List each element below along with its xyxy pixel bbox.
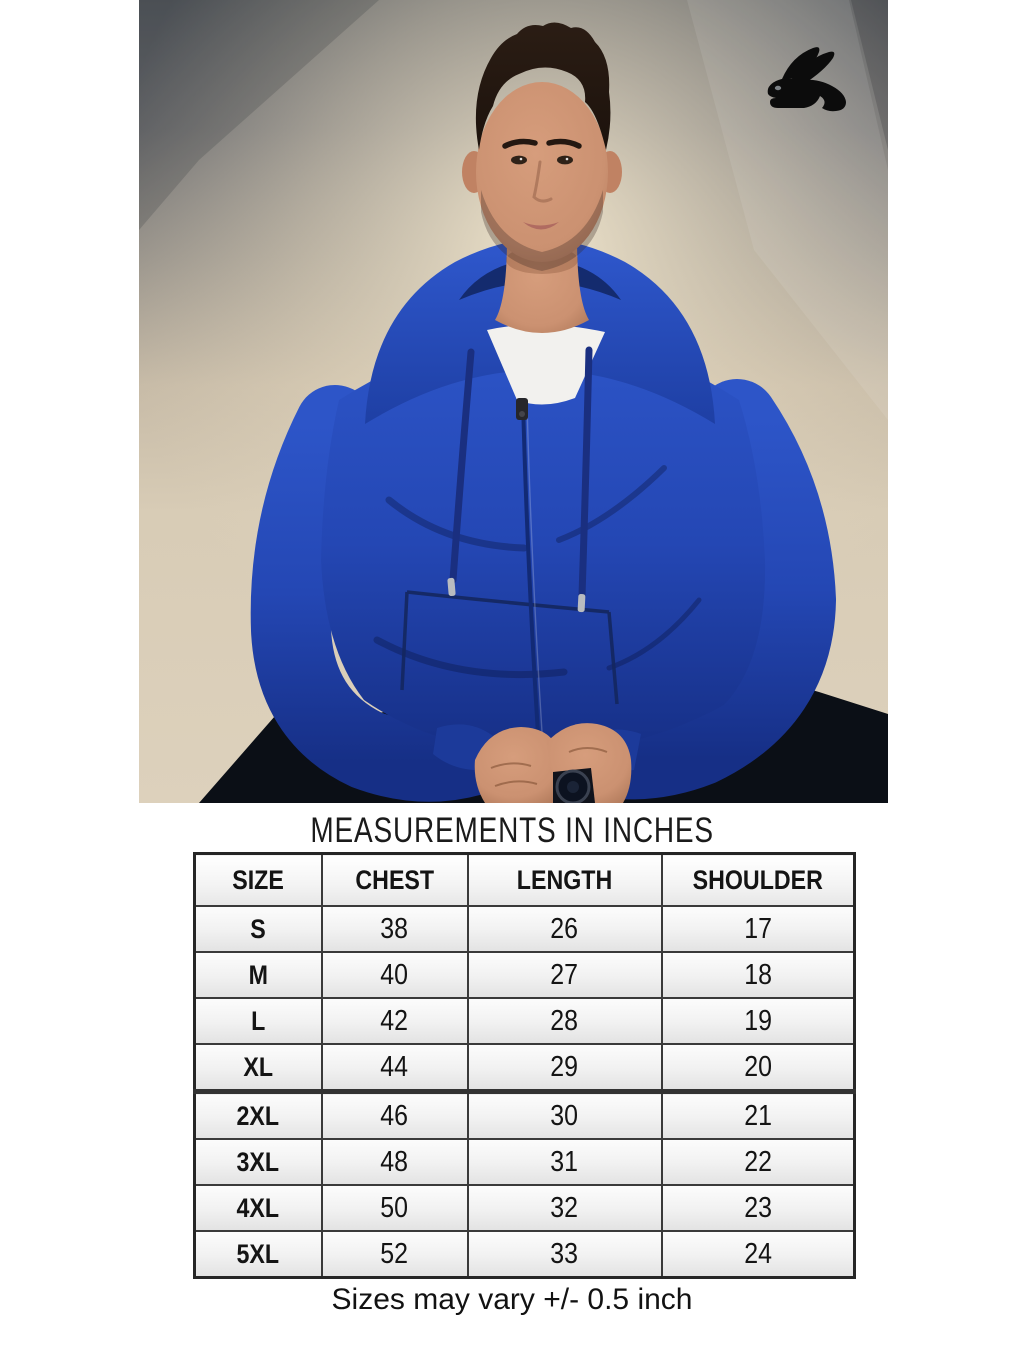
model-eyes bbox=[511, 155, 573, 165]
column-header-length: LENGTH bbox=[466, 852, 663, 907]
wristwatch bbox=[553, 768, 595, 803]
shoulder-cell: 22 bbox=[660, 1138, 856, 1186]
zipper-pull bbox=[516, 398, 528, 420]
chest-cell: 48 bbox=[320, 1138, 469, 1186]
column-header-chest: CHEST bbox=[320, 852, 469, 907]
size-cell: XL bbox=[193, 1043, 323, 1093]
drawstring-left bbox=[449, 348, 475, 584]
size-cell: 3XL bbox=[193, 1138, 323, 1186]
size-cell: 4XL bbox=[193, 1184, 323, 1232]
table-row: M 40 27 18 bbox=[193, 951, 856, 999]
shoulder-cell: 17 bbox=[660, 905, 856, 953]
model-figure bbox=[462, 22, 622, 333]
length-cell: 27 bbox=[466, 951, 663, 999]
table-row: XL 44 29 20 bbox=[193, 1043, 856, 1093]
size-chart-title: MEASUREMENTS IN INCHES bbox=[0, 811, 1024, 851]
shoulder-cell: 18 bbox=[660, 951, 856, 999]
table-row: 4XL 50 32 23 bbox=[193, 1184, 856, 1232]
zipper bbox=[516, 398, 544, 751]
hands bbox=[474, 723, 632, 803]
shoulder-cell: 20 bbox=[660, 1043, 856, 1093]
size-cell: M bbox=[193, 951, 323, 999]
length-cell: 33 bbox=[466, 1230, 663, 1279]
shoulder-cell: 21 bbox=[660, 1089, 856, 1140]
length-cell: 31 bbox=[466, 1138, 663, 1186]
table-header-row: SIZE CHEST LENGTH SHOULDER bbox=[193, 852, 856, 907]
model-neck bbox=[495, 238, 589, 333]
chest-cell: 42 bbox=[320, 997, 469, 1045]
length-cell: 29 bbox=[466, 1043, 663, 1093]
drawstring-right bbox=[578, 346, 593, 600]
shoulder-cell: 23 bbox=[660, 1184, 856, 1232]
table-row: 5XL 52 33 24 bbox=[193, 1230, 856, 1279]
chest-cell: 52 bbox=[320, 1230, 469, 1279]
hood-drawstrings bbox=[447, 346, 593, 613]
length-cell: 32 bbox=[466, 1184, 663, 1232]
size-chart-table: SIZE CHEST LENGTH SHOULDER S 38 26 17 M … bbox=[193, 852, 856, 1279]
size-chart-title-text: MEASUREMENTS IN INCHES bbox=[310, 811, 714, 850]
size-cell: 5XL bbox=[193, 1230, 323, 1279]
product-photo bbox=[139, 0, 888, 803]
model-face bbox=[476, 82, 608, 262]
column-header-size: SIZE bbox=[193, 852, 323, 907]
table-row: 3XL 48 31 22 bbox=[193, 1138, 856, 1186]
tee-shirt bbox=[487, 324, 605, 405]
hoodie-arms bbox=[250, 379, 837, 802]
chest-cell: 40 bbox=[320, 951, 469, 999]
column-header-shoulder: SHOULDER bbox=[660, 852, 856, 907]
size-disclaimer-text: Sizes may vary +/- 0.5 inch bbox=[331, 1283, 693, 1316]
length-cell: 26 bbox=[466, 905, 663, 953]
model-eyebrows bbox=[502, 138, 582, 149]
size-disclaimer: Sizes may vary +/- 0.5 inch bbox=[0, 1283, 1024, 1317]
length-cell: 30 bbox=[466, 1089, 663, 1140]
size-cell: S bbox=[193, 905, 323, 953]
shoulder-cell: 19 bbox=[660, 997, 856, 1045]
table-row: S 38 26 17 bbox=[193, 905, 856, 953]
chest-cell: 44 bbox=[320, 1043, 469, 1093]
chest-cell: 50 bbox=[320, 1184, 469, 1232]
chest-cell: 46 bbox=[320, 1089, 469, 1140]
model-hair bbox=[475, 22, 611, 151]
table-row: L 42 28 19 bbox=[193, 997, 856, 1045]
model-nose bbox=[532, 160, 553, 203]
table-row: 2XL 46 30 21 bbox=[193, 1089, 856, 1140]
product-photo-illustration bbox=[139, 0, 888, 803]
length-cell: 28 bbox=[466, 997, 663, 1045]
shoulder-cell: 24 bbox=[660, 1230, 856, 1279]
rabbit-logo-icon bbox=[767, 47, 846, 112]
model-lips bbox=[523, 222, 559, 230]
size-cell: 2XL bbox=[193, 1089, 323, 1140]
size-cell: L bbox=[193, 997, 323, 1045]
chest-cell: 38 bbox=[320, 905, 469, 953]
